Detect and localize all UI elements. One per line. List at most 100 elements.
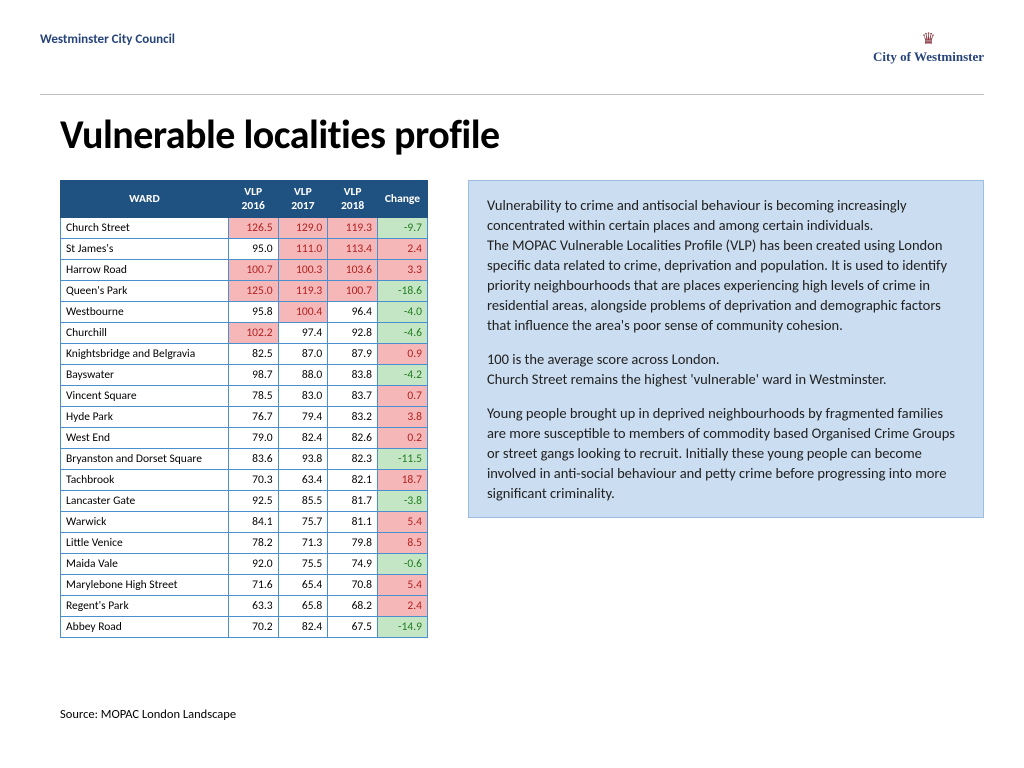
value-cell: 75.7 xyxy=(278,512,328,533)
change-cell: 18.7 xyxy=(377,470,427,491)
ward-cell: Knightsbridge and Belgravia xyxy=(61,344,229,365)
value-cell: 92.5 xyxy=(228,491,278,512)
table-row: Queen's Park125.0119.3100.7-18.6 xyxy=(61,281,428,302)
value-cell: 70.2 xyxy=(228,617,278,638)
info-paragraph: Vulnerability to crime and antisocial be… xyxy=(487,195,965,335)
col-2016: VLP 2016 xyxy=(228,181,278,218)
value-cell: 78.2 xyxy=(228,533,278,554)
header-divider xyxy=(40,94,984,95)
value-cell: 100.3 xyxy=(278,260,328,281)
table-row: Westbourne95.8100.496.4-4.0 xyxy=(61,302,428,323)
ward-cell: Tachbrook xyxy=(61,470,229,491)
table-row: Churchill102.297.492.8-4.6 xyxy=(61,323,428,344)
change-cell: 2.4 xyxy=(377,239,427,260)
value-cell: 93.8 xyxy=(278,449,328,470)
value-cell: 84.1 xyxy=(228,512,278,533)
value-cell: 71.3 xyxy=(278,533,328,554)
table-row: Bayswater98.788.083.8-4.2 xyxy=(61,365,428,386)
value-cell: 119.3 xyxy=(278,281,328,302)
value-cell: 70.8 xyxy=(328,575,378,596)
table-row: Marylebone High Street71.665.470.85.4 xyxy=(61,575,428,596)
table-row: Hyde Park76.779.483.23.8 xyxy=(61,407,428,428)
table-row: Harrow Road100.7100.3103.63.3 xyxy=(61,260,428,281)
value-cell: 88.0 xyxy=(278,365,328,386)
value-cell: 96.4 xyxy=(328,302,378,323)
logo-text: City of Westminster xyxy=(873,50,984,63)
change-cell: -4.6 xyxy=(377,323,427,344)
value-cell: 81.1 xyxy=(328,512,378,533)
value-cell: 129.0 xyxy=(278,218,328,239)
table-row: Vincent Square78.583.083.70.7 xyxy=(61,386,428,407)
change-cell: -0.6 xyxy=(377,554,427,575)
value-cell: 97.4 xyxy=(278,323,328,344)
change-cell: 5.4 xyxy=(377,575,427,596)
value-cell: 63.3 xyxy=(228,596,278,617)
value-cell: 119.3 xyxy=(328,218,378,239)
change-cell: 3.8 xyxy=(377,407,427,428)
ward-cell: West End xyxy=(61,428,229,449)
ward-cell: Marylebone High Street xyxy=(61,575,229,596)
value-cell: 103.6 xyxy=(328,260,378,281)
ward-cell: Regent's Park xyxy=(61,596,229,617)
info-paragraph: 100 is the average score across London.C… xyxy=(487,349,965,389)
value-cell: 100.4 xyxy=(278,302,328,323)
value-cell: 74.9 xyxy=(328,554,378,575)
table-row: Abbey Road70.282.467.5-14.9 xyxy=(61,617,428,638)
value-cell: 67.5 xyxy=(328,617,378,638)
value-cell: 111.0 xyxy=(278,239,328,260)
col-2018: VLP 2018 xyxy=(328,181,378,218)
value-cell: 81.7 xyxy=(328,491,378,512)
change-cell: 2.4 xyxy=(377,596,427,617)
value-cell: 113.4 xyxy=(328,239,378,260)
value-cell: 82.5 xyxy=(228,344,278,365)
value-cell: 76.7 xyxy=(228,407,278,428)
value-cell: 95.0 xyxy=(228,239,278,260)
ward-cell: St James's xyxy=(61,239,229,260)
change-cell: -9.7 xyxy=(377,218,427,239)
change-cell: 0.7 xyxy=(377,386,427,407)
value-cell: 82.1 xyxy=(328,470,378,491)
value-cell: 83.2 xyxy=(328,407,378,428)
ward-cell: Churchill xyxy=(61,323,229,344)
change-cell: 0.9 xyxy=(377,344,427,365)
value-cell: 95.8 xyxy=(228,302,278,323)
council-name: Westminster City Council xyxy=(40,32,175,47)
value-cell: 82.6 xyxy=(328,428,378,449)
ward-cell: Westbourne xyxy=(61,302,229,323)
ward-cell: Maida Vale xyxy=(61,554,229,575)
value-cell: 100.7 xyxy=(228,260,278,281)
page-title: Vulnerable localities profile xyxy=(60,110,500,159)
change-cell: -4.2 xyxy=(377,365,427,386)
table-row: Knightsbridge and Belgravia82.587.087.90… xyxy=(61,344,428,365)
source-citation: Source: MOPAC London Landscape xyxy=(60,707,236,722)
value-cell: 85.5 xyxy=(278,491,328,512)
ward-cell: Abbey Road xyxy=(61,617,229,638)
table-row: Warwick84.175.781.15.4 xyxy=(61,512,428,533)
value-cell: 68.2 xyxy=(328,596,378,617)
change-cell: 5.4 xyxy=(377,512,427,533)
vlp-table: WARD VLP 2016 VLP 2017 VLP 2018 Change C… xyxy=(60,180,428,638)
value-cell: 78.5 xyxy=(228,386,278,407)
value-cell: 82.3 xyxy=(328,449,378,470)
value-cell: 79.0 xyxy=(228,428,278,449)
value-cell: 125.0 xyxy=(228,281,278,302)
ward-cell: Church Street xyxy=(61,218,229,239)
ward-cell: Bryanston and Dorset Square xyxy=(61,449,229,470)
col-2017: VLP 2017 xyxy=(278,181,328,218)
value-cell: 87.9 xyxy=(328,344,378,365)
value-cell: 83.0 xyxy=(278,386,328,407)
info-panel: Vulnerability to crime and antisocial be… xyxy=(468,180,984,518)
table-header-row: WARD VLP 2016 VLP 2017 VLP 2018 Change xyxy=(61,181,428,218)
ward-cell: Little Venice xyxy=(61,533,229,554)
value-cell: 65.8 xyxy=(278,596,328,617)
change-cell: 8.5 xyxy=(377,533,427,554)
table-row: Regent's Park63.365.868.22.4 xyxy=(61,596,428,617)
change-cell: -18.6 xyxy=(377,281,427,302)
ward-cell: Vincent Square xyxy=(61,386,229,407)
change-cell: -11.5 xyxy=(377,449,427,470)
value-cell: 83.8 xyxy=(328,365,378,386)
change-cell: 0.2 xyxy=(377,428,427,449)
table-row: Tachbrook70.363.482.118.7 xyxy=(61,470,428,491)
ward-cell: Harrow Road xyxy=(61,260,229,281)
value-cell: 126.5 xyxy=(228,218,278,239)
